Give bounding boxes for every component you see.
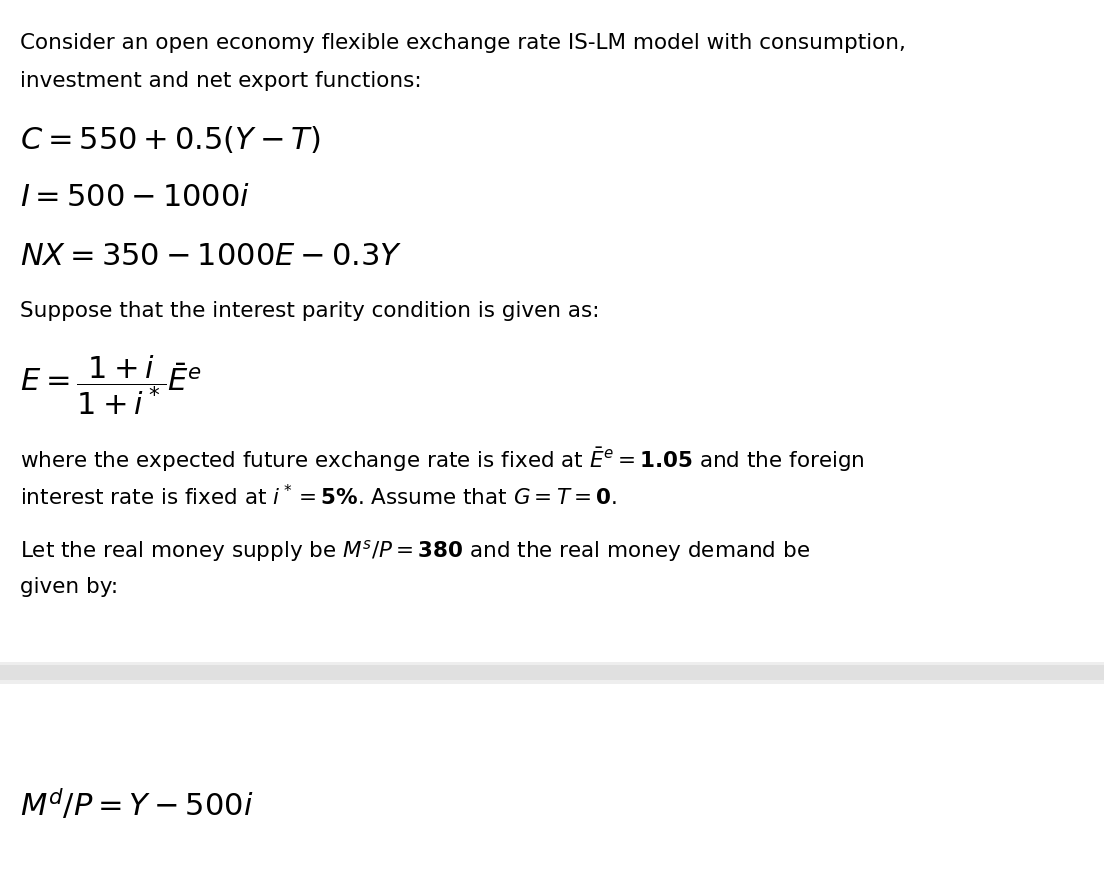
Text: Let the real money supply be $M^s/P = \mathbf{380}$ and the real money demand be: Let the real money supply be $M^s/P = \m… [20,538,810,564]
Text: $NX = 350 - 1000E - 0.3Y$: $NX = 350 - 1000E - 0.3Y$ [20,242,402,271]
Text: investment and net export functions:: investment and net export functions: [20,71,422,91]
Bar [0,680,1104,684]
Text: $C = 550 + 0.5(Y - T)$: $C = 550 + 0.5(Y - T)$ [20,124,320,155]
Text: $M^d/P = Y - 500i$: $M^d/P = Y - 500i$ [20,787,254,821]
Text: Suppose that the interest parity condition is given as:: Suppose that the interest parity conditi… [20,301,599,321]
Bar [0,662,1104,665]
Text: $I = 500 - 1000i$: $I = 500 - 1000i$ [20,183,250,212]
Text: where the expected future exchange rate is fixed at $\bar{E}^e = \mathbf{1.05}$ : where the expected future exchange rate … [20,446,864,475]
Bar [0,662,1104,684]
Text: interest rate is fixed at $i^* = \mathbf{5\%}$. Assume that $G = T = \mathbf{0}$: interest rate is fixed at $i^* = \mathbf… [20,484,617,510]
Text: $E = \dfrac{1+i}{1+i^*}\bar{E}^e$: $E = \dfrac{1+i}{1+i^*}\bar{E}^e$ [20,354,202,417]
Text: Consider an open economy flexible exchange rate IS-LM model with consumption,: Consider an open economy flexible exchan… [20,33,905,53]
Text: given by:: given by: [20,577,118,597]
